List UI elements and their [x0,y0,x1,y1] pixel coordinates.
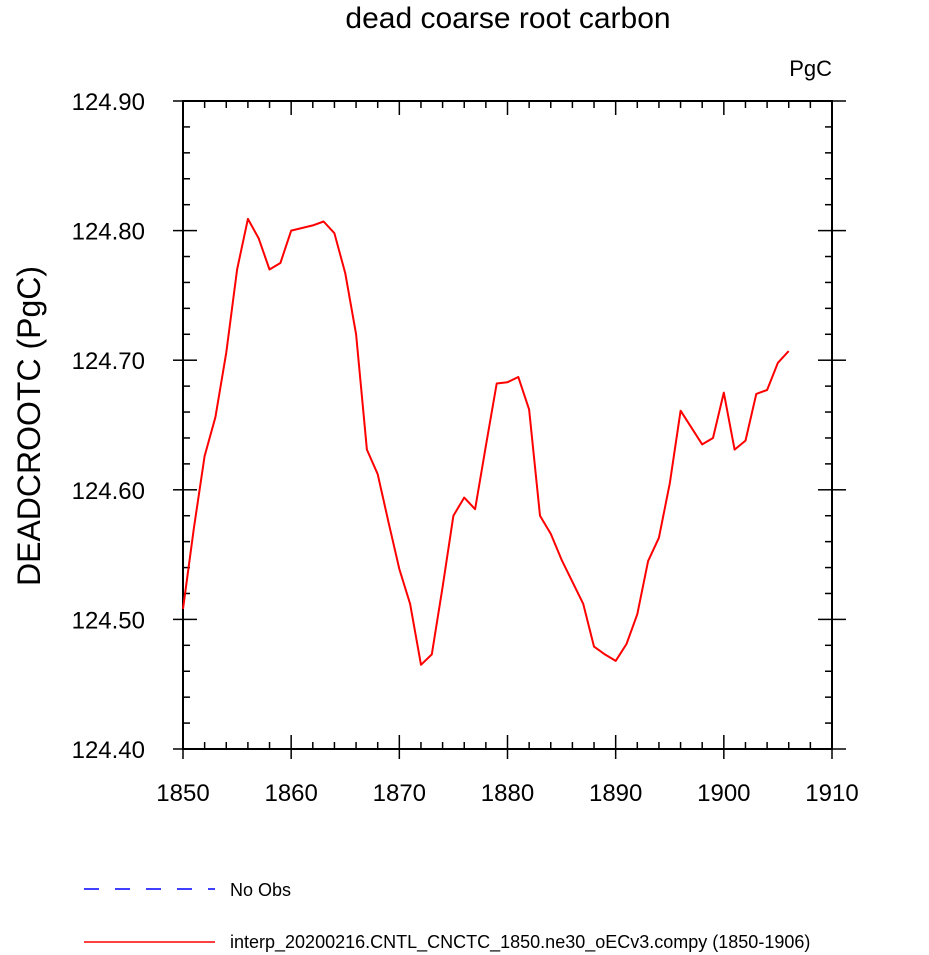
legend-label-no-obs: No Obs [230,880,291,900]
x-tick-label: 1860 [264,780,317,807]
axis-ticks [173,100,846,759]
y-axis-label: DEADCROOTC (PgC) [11,266,47,586]
legend-label-cntl: interp_20200216.CNTL_CNCTC_1850.ne30_oEC… [230,932,810,953]
units-label: PgC [789,56,832,81]
plot-frame [182,100,833,750]
series-layer [182,217,790,666]
series-line-1 [182,217,790,666]
y-tick-label: 124.60 [72,478,145,505]
y-tick-label: 124.80 [72,219,145,246]
y-tick-label: 124.50 [72,607,145,634]
x-tick-labels: 1850 1860 1870 1880 1890 1900 1910 [156,780,858,807]
x-tick-label: 1890 [589,780,642,807]
y-tick-label: 124.40 [72,737,145,764]
x-tick-label: 1900 [697,780,750,807]
x-tick-label: 1850 [156,780,209,807]
x-tick-label: 1870 [373,780,426,807]
x-tick-label: 1910 [805,780,858,807]
x-tick-label: 1880 [481,780,534,807]
chart-title: dead coarse root carbon [345,2,670,35]
y-tick-label: 124.90 [72,89,145,116]
legend: No Obs interp_20200216.CNTL_CNCTC_1850.n… [84,880,810,953]
y-tick-labels: 124.40 124.50 124.60 124.70 124.80 124.90 [72,89,145,764]
y-tick-label: 124.70 [72,348,145,375]
